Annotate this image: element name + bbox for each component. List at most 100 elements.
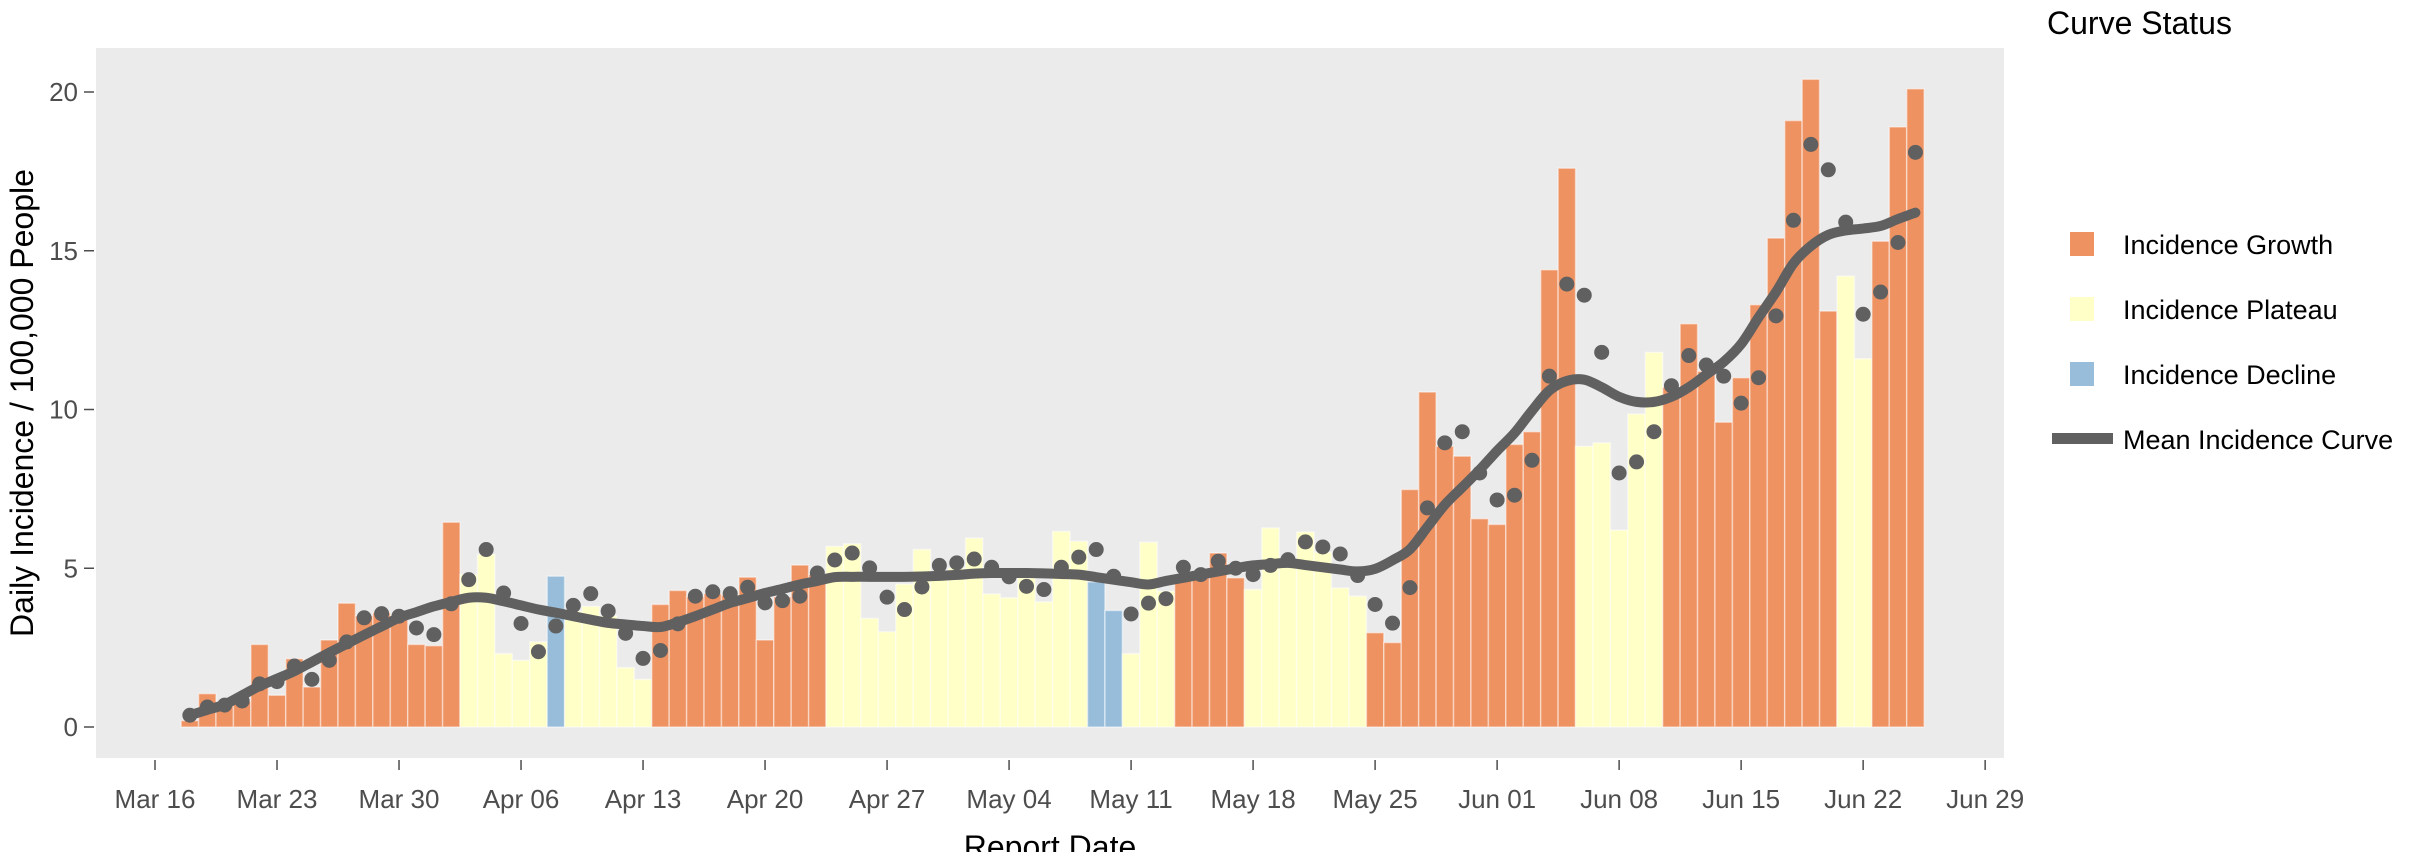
- y-tick-label: 20: [49, 77, 78, 107]
- point-mar-21: [234, 693, 250, 709]
- point-jun-14: [1716, 368, 1732, 384]
- point-may-19: [1263, 557, 1279, 573]
- bar-may-04: [999, 597, 1019, 728]
- bar-apr-09: [563, 610, 583, 728]
- point-jun-06: [1576, 287, 1592, 303]
- point-apr-02: [443, 596, 459, 612]
- bar-apr-19: [738, 576, 758, 728]
- point-jun-18: [1785, 212, 1801, 228]
- point-apr-28: [896, 602, 912, 618]
- bar-apr-23: [807, 573, 827, 728]
- point-apr-11: [600, 603, 616, 619]
- bar-apr-07: [529, 641, 548, 728]
- bar-may-11: [1121, 652, 1141, 728]
- bar-apr-04: [476, 553, 496, 728]
- point-jun-17: [1768, 308, 1784, 324]
- bar-apr-01: [424, 644, 444, 728]
- point-mar-31: [408, 620, 424, 636]
- x-axis-title: Report Date: [964, 829, 1137, 852]
- point-jun-09: [1629, 454, 1645, 470]
- point-may-21: [1297, 534, 1313, 550]
- point-may-03: [984, 559, 1000, 575]
- legend-line-mean-curve: [2052, 433, 2113, 444]
- point-jun-01: [1489, 492, 1505, 508]
- point-jun-03: [1524, 452, 1540, 468]
- point-apr-04: [478, 542, 494, 558]
- legend: Curve Status Incidence Growth Incidence …: [2047, 5, 2393, 455]
- y-tick-label: 15: [49, 236, 78, 266]
- bar-apr-13: [633, 678, 653, 728]
- legend-title: Curve Status: [2047, 5, 2232, 41]
- bar-jun-06: [1574, 445, 1594, 728]
- bar-jun-20: [1818, 310, 1838, 728]
- bar-mar-27: [337, 602, 357, 728]
- point-may-29: [1437, 435, 1453, 451]
- bar-jun-07: [1592, 442, 1612, 728]
- bar-may-24: [1348, 595, 1368, 728]
- point-may-11: [1123, 606, 1139, 622]
- bar-jun-12: [1679, 323, 1699, 728]
- bar-may-10: [1104, 609, 1124, 728]
- bar-apr-22: [790, 564, 810, 728]
- bar-jun-15: [1731, 377, 1751, 728]
- point-may-22: [1315, 539, 1331, 555]
- point-jun-19: [1803, 136, 1819, 152]
- bar-jun-16: [1749, 303, 1769, 728]
- bar-apr-18: [720, 594, 740, 728]
- bar-jun-10: [1644, 351, 1664, 728]
- point-mar-28: [356, 610, 372, 626]
- bar-may-22: [1313, 551, 1333, 728]
- points-layer: [182, 136, 1923, 723]
- point-jun-10: [1646, 424, 1662, 440]
- point-apr-06: [513, 615, 529, 631]
- point-mar-30: [391, 608, 407, 624]
- bar-may-17: [1226, 577, 1246, 728]
- bar-jun-23: [1871, 240, 1891, 728]
- legend-label-plateau: Incidence Plateau: [2123, 295, 2338, 325]
- legend-label-growth: Incidence Growth: [2123, 230, 2333, 260]
- bar-may-29: [1435, 445, 1455, 728]
- point-may-08: [1071, 549, 1087, 565]
- bar-apr-08: [546, 575, 566, 728]
- bar-mar-30: [389, 615, 409, 728]
- point-mar-29: [374, 606, 390, 622]
- y-tick-label: 10: [49, 395, 78, 425]
- x-tick-label: May 25: [1332, 784, 1417, 814]
- point-apr-14: [652, 642, 668, 658]
- bar-may-16: [1208, 552, 1228, 728]
- point-jun-23: [1873, 284, 1889, 300]
- point-may-10: [1106, 568, 1122, 584]
- point-may-25: [1367, 596, 1383, 612]
- point-apr-24: [827, 552, 843, 568]
- bar-may-14: [1173, 573, 1193, 728]
- bar-may-30: [1452, 455, 1472, 728]
- point-may-24: [1350, 568, 1366, 584]
- point-may-28: [1419, 500, 1435, 516]
- bars-layer: [180, 78, 1925, 728]
- point-jun-11: [1663, 378, 1679, 394]
- bar-may-02: [964, 537, 984, 728]
- bar-jun-11: [1661, 386, 1681, 728]
- bar-jun-24: [1888, 126, 1908, 728]
- x-tick-label: Jun 29: [1946, 784, 2024, 814]
- point-may-18: [1245, 567, 1261, 583]
- legend-swatch-plateau: [2070, 297, 2094, 321]
- bar-jun-22: [1853, 357, 1873, 728]
- point-apr-29: [914, 579, 930, 595]
- bar-mar-23: [267, 694, 287, 728]
- bar-may-19: [1261, 527, 1280, 728]
- bar-may-09: [1086, 581, 1106, 728]
- bar-jun-05: [1557, 167, 1577, 728]
- bar-may-26: [1383, 641, 1402, 728]
- bar-apr-15: [668, 589, 688, 728]
- point-may-05: [1019, 578, 1034, 594]
- bar-apr-20: [755, 639, 775, 728]
- point-mar-24: [286, 658, 302, 674]
- bar-may-05: [1017, 577, 1036, 728]
- bar-may-31: [1470, 517, 1490, 728]
- x-tick-label: May 11: [1089, 784, 1172, 814]
- point-may-14: [1175, 559, 1191, 575]
- point-apr-09: [565, 597, 581, 613]
- bar-may-15: [1191, 577, 1211, 728]
- point-may-23: [1332, 546, 1348, 562]
